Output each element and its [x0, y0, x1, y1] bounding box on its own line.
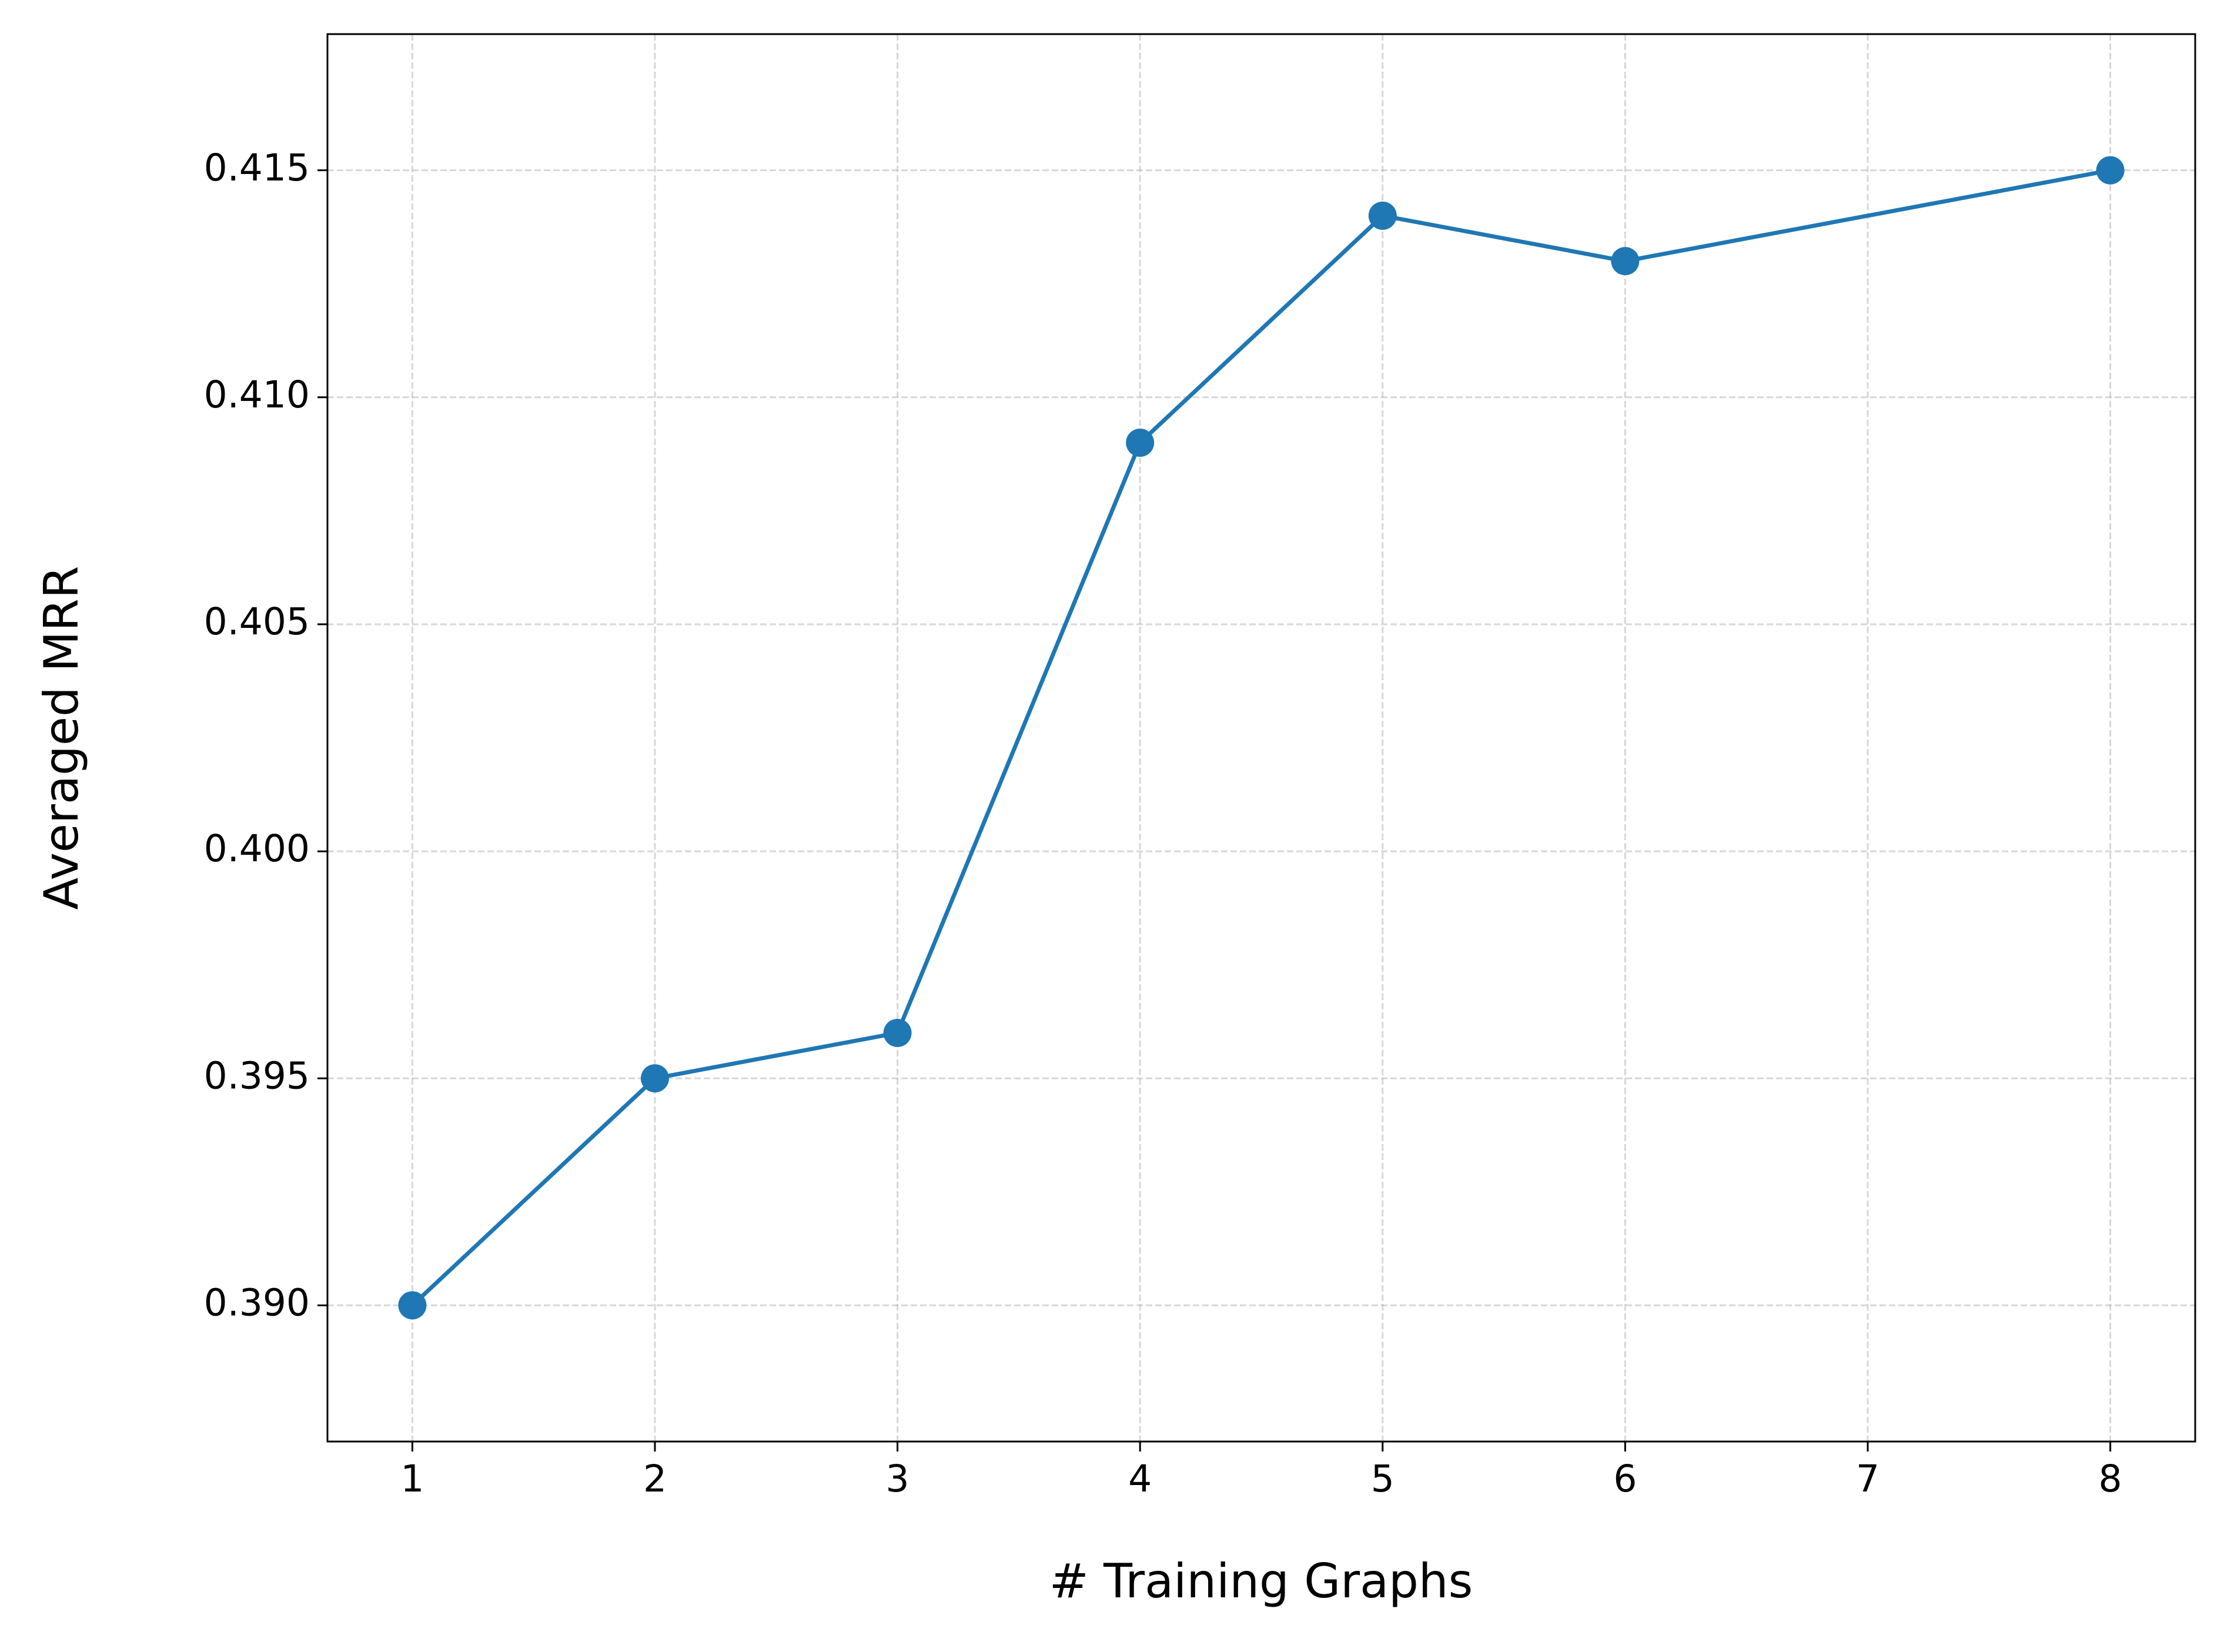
x-tick-label: 7 [1856, 1457, 1879, 1500]
x-tick-label: 4 [1128, 1457, 1152, 1500]
data-point [883, 1018, 912, 1047]
y-tick-label: 0.415 [204, 146, 310, 189]
plot-frame [326, 33, 2196, 1443]
y-tick-label: 0.405 [204, 600, 310, 643]
data-point [641, 1064, 670, 1093]
y-tick-label: 0.400 [204, 827, 310, 870]
data-line [411, 168, 2111, 1307]
data-point [2096, 156, 2125, 185]
x-tick-label: 6 [1613, 1457, 1637, 1500]
y-tick-label: 0.410 [204, 373, 310, 416]
data-point [1368, 201, 1397, 230]
y-tick-label: 0.390 [204, 1281, 310, 1324]
data-point [1126, 429, 1155, 457]
y-tick-label: 0.395 [204, 1054, 310, 1097]
data-point [398, 1291, 427, 1320]
y-axis-label: Averaged MRR [34, 566, 89, 910]
x-tick-label: 2 [643, 1457, 667, 1500]
x-tick-label: 1 [400, 1457, 424, 1500]
x-tick-label: 3 [886, 1457, 909, 1500]
data-point [1611, 247, 1640, 276]
x-axis-label: # Training Graphs [1049, 1554, 1473, 1608]
x-tick-label: 5 [1371, 1457, 1394, 1500]
x-tick-label: 8 [2099, 1457, 2122, 1500]
